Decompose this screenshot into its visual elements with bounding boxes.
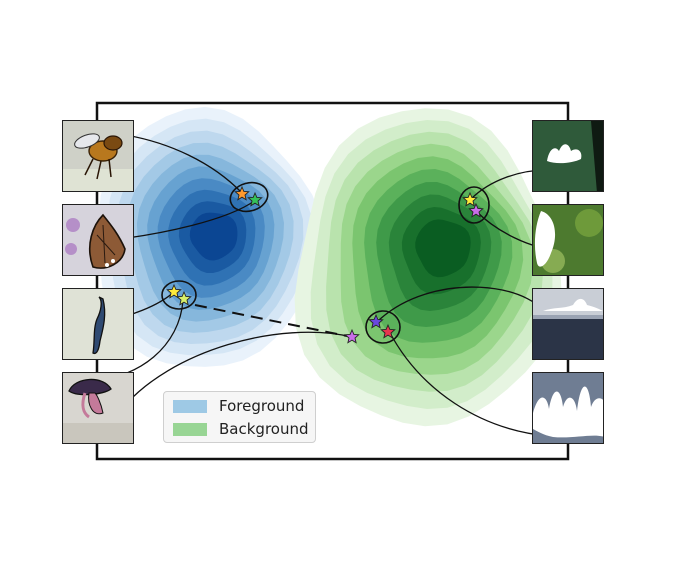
rocks-background-image bbox=[532, 372, 604, 444]
butterfly-image bbox=[62, 204, 134, 276]
legend-item-background: Background bbox=[173, 419, 309, 439]
leaf-background-image bbox=[532, 204, 604, 276]
curve-mushroom-bg-star bbox=[120, 331, 353, 411]
star-background-purple bbox=[344, 328, 360, 344]
water-background-image bbox=[532, 288, 604, 360]
star-cluster-lime bbox=[176, 290, 192, 306]
star-cluster-green bbox=[247, 191, 263, 207]
star-cluster-pink-right bbox=[468, 202, 484, 218]
cluster-ellipse-water bbox=[365, 310, 401, 344]
legend: Foreground Background bbox=[163, 391, 316, 443]
dashed-link bbox=[194, 304, 353, 338]
star-cluster-orange bbox=[234, 185, 250, 201]
legend-label-foreground: Foreground bbox=[219, 397, 305, 415]
cluster-ellipse-caterpillar bbox=[458, 186, 490, 224]
caterpillar-background-image bbox=[532, 120, 604, 192]
cluster-ellipse-lizard bbox=[161, 280, 197, 310]
star-cluster-violet bbox=[368, 313, 384, 329]
background-contour-9 bbox=[415, 219, 471, 278]
mushroom-image bbox=[62, 372, 134, 444]
bee-image bbox=[62, 120, 134, 192]
lizard-image bbox=[62, 288, 134, 360]
star-cluster-red bbox=[380, 323, 396, 339]
legend-swatch-foreground bbox=[173, 399, 207, 413]
star-cluster-yellow-right bbox=[462, 191, 478, 207]
foreground-contour-9 bbox=[189, 212, 238, 261]
cluster-ellipse-bee bbox=[229, 181, 269, 213]
background-density-contours bbox=[294, 108, 562, 427]
legend-label-background: Background bbox=[219, 420, 309, 438]
legend-item-foreground: Foreground bbox=[173, 396, 304, 416]
curve-rocks bbox=[388, 330, 550, 437]
legend-swatch-background bbox=[173, 422, 207, 436]
plot-frame bbox=[95, 101, 570, 461]
star-cluster-yellow bbox=[166, 283, 182, 299]
